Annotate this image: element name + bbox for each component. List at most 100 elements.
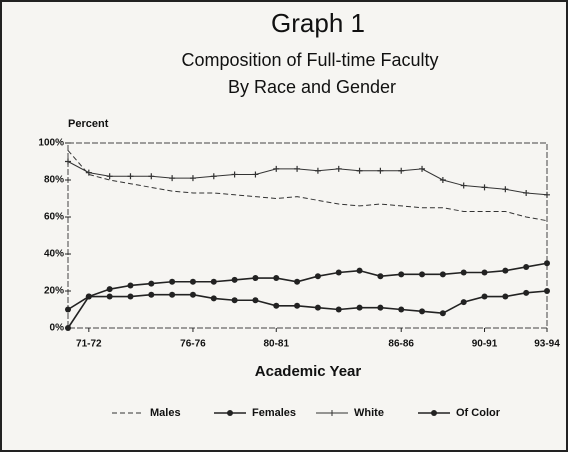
point bbox=[210, 278, 217, 285]
point bbox=[439, 310, 446, 317]
point bbox=[502, 186, 509, 193]
point bbox=[148, 173, 155, 180]
point bbox=[377, 273, 384, 280]
point bbox=[273, 165, 280, 172]
plot-frame bbox=[67, 142, 548, 329]
point bbox=[314, 273, 321, 280]
point bbox=[356, 304, 363, 311]
point bbox=[460, 299, 467, 306]
point bbox=[523, 289, 530, 296]
point bbox=[252, 171, 259, 178]
point bbox=[335, 306, 342, 313]
point bbox=[169, 278, 176, 285]
point bbox=[439, 177, 446, 183]
point bbox=[439, 271, 446, 278]
point bbox=[419, 165, 426, 172]
series-line bbox=[67, 262, 548, 329]
point bbox=[210, 173, 217, 180]
point bbox=[481, 269, 488, 276]
point bbox=[523, 189, 530, 196]
point bbox=[148, 280, 155, 287]
legend-marker bbox=[431, 410, 437, 416]
x-tick-label: 76-76 bbox=[180, 339, 206, 350]
point bbox=[398, 271, 405, 278]
point bbox=[377, 304, 384, 311]
legend-label: Males bbox=[150, 407, 181, 419]
point bbox=[85, 293, 92, 300]
series-line bbox=[67, 161, 548, 196]
point bbox=[210, 295, 217, 302]
series-line bbox=[67, 150, 548, 222]
point bbox=[314, 304, 321, 311]
x-axis-title: Academic Year bbox=[255, 363, 362, 380]
point bbox=[252, 297, 259, 304]
x-tick-label: 90-91 bbox=[472, 339, 498, 350]
point bbox=[106, 286, 113, 293]
point bbox=[85, 169, 92, 176]
point bbox=[189, 175, 196, 182]
point bbox=[544, 288, 550, 294]
y-tick-label: 40% bbox=[44, 249, 64, 260]
y-tick-label: 80% bbox=[44, 175, 64, 186]
point bbox=[127, 173, 134, 180]
y-tick-label: 0% bbox=[50, 323, 65, 334]
point bbox=[106, 173, 113, 180]
point bbox=[65, 306, 71, 313]
y-tick-label: 20% bbox=[44, 286, 64, 297]
legend-label: Females bbox=[252, 407, 296, 419]
point bbox=[273, 275, 280, 282]
point bbox=[231, 297, 238, 304]
x-tick-label: 86-86 bbox=[388, 339, 414, 350]
point bbox=[148, 291, 155, 298]
point bbox=[419, 271, 426, 278]
x-tick-label: 93-94 bbox=[534, 339, 560, 350]
point bbox=[106, 293, 113, 300]
chart-title: Graph 1 bbox=[271, 8, 365, 38]
legend-marker bbox=[227, 410, 233, 416]
point bbox=[502, 267, 509, 274]
point bbox=[377, 167, 384, 174]
point bbox=[169, 291, 176, 298]
point bbox=[169, 175, 176, 182]
x-tick-label: 80-81 bbox=[263, 339, 289, 350]
point bbox=[127, 282, 134, 289]
point bbox=[273, 302, 280, 309]
point bbox=[294, 302, 301, 309]
x-tick-label: 71-72 bbox=[76, 339, 102, 350]
point bbox=[189, 291, 196, 298]
point bbox=[481, 293, 488, 300]
point bbox=[460, 182, 467, 189]
point bbox=[544, 191, 550, 198]
legend-label: White bbox=[354, 407, 384, 419]
series-line bbox=[67, 290, 548, 315]
point bbox=[294, 278, 301, 285]
point bbox=[335, 165, 342, 172]
point bbox=[398, 306, 405, 313]
legend-marker bbox=[329, 410, 335, 416]
point bbox=[189, 278, 196, 285]
chart-subtitle: Composition of Full-time Faculty bbox=[181, 50, 438, 70]
point bbox=[65, 325, 71, 331]
y-tick-label: 60% bbox=[44, 212, 64, 223]
chart-subtitle: By Race and Gender bbox=[228, 77, 396, 97]
y-tick-label: 100% bbox=[38, 138, 64, 149]
point bbox=[231, 171, 238, 178]
point bbox=[460, 269, 467, 276]
point bbox=[231, 276, 238, 283]
point bbox=[335, 269, 342, 276]
point bbox=[502, 293, 509, 300]
point bbox=[294, 165, 301, 172]
legend-label: Of Color bbox=[456, 407, 501, 419]
point bbox=[398, 167, 405, 174]
point bbox=[523, 263, 530, 270]
point bbox=[481, 184, 488, 191]
point bbox=[544, 260, 550, 267]
point bbox=[252, 275, 259, 282]
point bbox=[419, 308, 426, 315]
point bbox=[356, 267, 363, 274]
y-axis-title: Percent bbox=[68, 118, 109, 130]
point bbox=[127, 293, 134, 300]
point bbox=[65, 158, 71, 165]
